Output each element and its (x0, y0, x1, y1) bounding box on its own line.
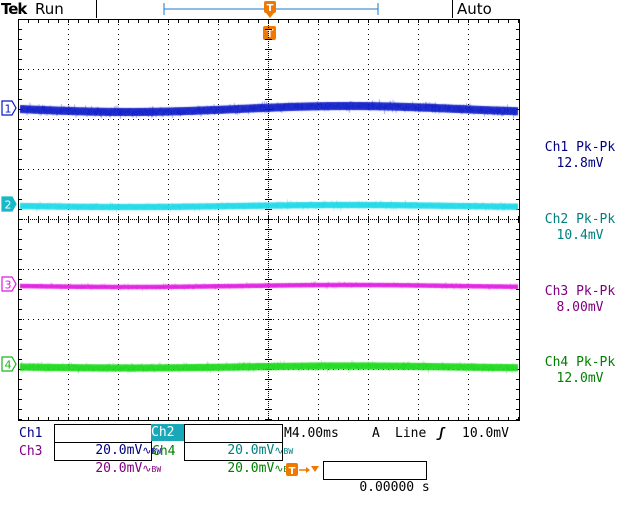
ch3-scale-label: Ch3 (19, 444, 43, 459)
trigger-position-readout[interactable]: 0.00000 s (323, 461, 430, 495)
ch4-meas-label: Ch4 Pk-Pk (544, 355, 616, 370)
ch1-scale-readout[interactable]: 20.0mV∿BW (54, 424, 161, 458)
ch1-coupling-icon: ∿ (142, 444, 152, 457)
oscilloscope-screen: Tek Run Auto T T 1 2 3 4 Ch1 Pk-Pk 12.8 (1, 0, 636, 495)
trigger-position-label: T (267, 3, 274, 14)
ch4-scale-readout[interactable]: 20.0mV∿BW (184, 442, 293, 476)
ch1-scale-label: Ch1 (19, 426, 43, 441)
ch4-coupling-icon: ∿ (274, 462, 284, 475)
acquisition-mode: Auto (457, 0, 492, 18)
ch2-scale-readout[interactable]: 20.0mV∿BW (184, 424, 293, 458)
ch1-scale-value: 20.0mV (95, 443, 143, 458)
ch2-ground-marker[interactable]: 2 (1, 196, 17, 212)
ch3-marker-icon (1, 276, 17, 292)
timebase-label: M (284, 426, 292, 441)
ch3-meas-value: 8.00mV (556, 300, 604, 315)
ch3-marker-label: 3 (5, 279, 12, 292)
ch1-bw-limit-icon: BW (151, 447, 162, 456)
header-divider (452, 0, 453, 18)
ch3-measurement: Ch3 Pk-Pk 8.00mV (524, 284, 636, 316)
ch1-ground-marker[interactable]: 1 (1, 100, 17, 116)
trigger-source-label: A (372, 426, 380, 441)
arrow-right-head-icon (306, 467, 310, 473)
trigger-source[interactable]: Line (395, 426, 427, 441)
ch2-scale-value: 20.0mV (227, 443, 275, 458)
waveform-display (18, 19, 520, 421)
timebase-value: 4.00ms (291, 426, 339, 441)
trigger-position-arrow-icon (266, 13, 274, 18)
trigger-position-value: 0.00000 s (359, 480, 430, 495)
run-state: Run (35, 0, 64, 18)
ch3-meas-label: Ch3 Pk-Pk (544, 284, 616, 299)
trigger-slope-icon: ʃ (437, 426, 445, 441)
trigger-position-icon-group: T (286, 463, 319, 477)
ch2-measurement: Ch2 Pk-Pk 10.4mV (524, 212, 636, 244)
ch4-marker-icon (1, 356, 17, 372)
ch4-meas-value: 12.0mV (556, 371, 604, 386)
ch4-measurement: Ch4 Pk-Pk 12.0mV (524, 355, 636, 387)
trigger-pos-t-label: T (289, 466, 296, 477)
record-position-indicator: T (163, 1, 379, 18)
ch2-coupling-icon: ∿ (274, 444, 284, 457)
ch1-meas-value: 12.8mV (556, 156, 604, 171)
ch2-scale-label[interactable]: Ch2 (151, 424, 184, 441)
ch2-marker-label: 2 (5, 199, 12, 212)
ch4-ground-marker[interactable]: 4 (1, 356, 17, 372)
brand-logo: Tek (1, 0, 27, 18)
timebase-readout[interactable]: M4.00ms (284, 425, 339, 442)
ch1-meas-label: Ch1 Pk-Pk (544, 140, 616, 155)
arrow-down-icon (311, 466, 319, 472)
ch3-bw-limit-icon: BW (151, 465, 162, 474)
ch4-marker-label: 4 (5, 359, 12, 372)
ch2-meas-value: 10.4mV (556, 228, 604, 243)
ch4-scale-value: 20.0mV (227, 461, 275, 476)
ch1-marker-label: 1 (5, 103, 12, 116)
ch2-bw-limit-icon: BW (283, 447, 294, 456)
ch3-coupling-icon: ∿ (142, 462, 152, 475)
trigger-position-icon (264, 1, 276, 13)
trigger-pos-t-icon (286, 463, 298, 476)
ch3-ground-marker[interactable]: 3 (1, 276, 17, 292)
trigger-level[interactable]: 10.0mV (462, 426, 509, 441)
ch1-marker-icon (1, 100, 17, 116)
header-divider (96, 0, 97, 18)
ch3-scale-readout[interactable]: 20.0mV∿BW (54, 442, 161, 476)
ch1-measurement: Ch1 Pk-Pk 12.8mV (524, 140, 636, 172)
ch2-marker-icon (1, 196, 17, 212)
ch2-meas-label: Ch2 Pk-Pk (544, 212, 616, 227)
ch3-scale-value: 20.0mV (95, 461, 143, 476)
ch4-scale-label: Ch4 (152, 444, 176, 459)
